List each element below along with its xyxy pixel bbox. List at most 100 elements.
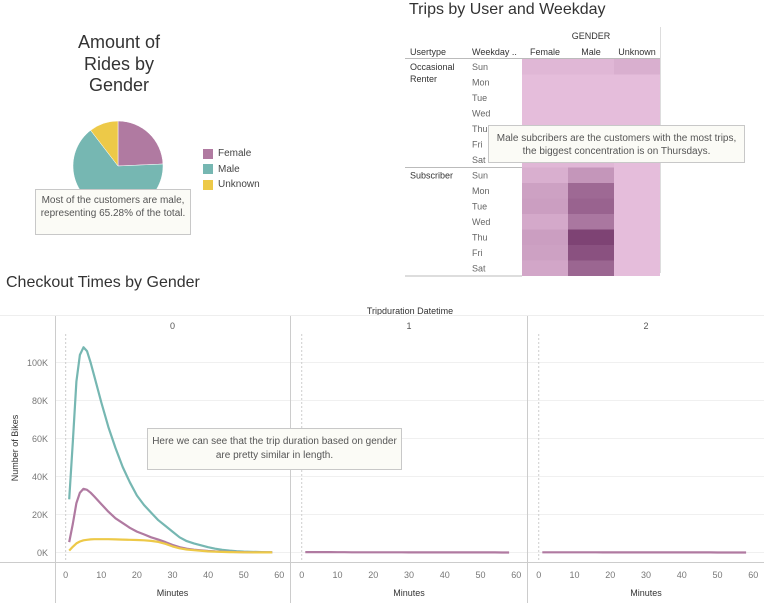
heatmap-cell[interactable]	[568, 214, 614, 230]
pie-chart-title: Amount of Rides by Gender	[60, 32, 178, 97]
heatmap-weekday-label: Tue	[472, 202, 487, 212]
line-chart-title: Checkout Times by Gender	[6, 274, 200, 291]
heatmap-cell[interactable]	[614, 214, 660, 230]
heatmap-cell[interactable]	[522, 183, 568, 199]
heatmap-cell[interactable]	[614, 183, 660, 199]
heatmap-title: Trips by User and Weekday	[409, 1, 606, 18]
heatmap-cell[interactable]	[568, 59, 614, 75]
line-x-tick-label: 30	[404, 570, 414, 580]
heatmap-col-header-unknown: Unknown	[618, 47, 656, 57]
line-x-tick-label: 40	[203, 570, 213, 580]
line-series-female[interactable]	[68, 487, 273, 554]
heatmap-cell[interactable]	[522, 105, 568, 122]
legend-item-unknown[interactable]: Unknown	[203, 177, 260, 193]
heatmap-group-label-occasional: Occasional	[410, 62, 455, 72]
heatmap-weekday-label: Sun	[472, 171, 488, 181]
heatmap-weekday-label: Sun	[472, 62, 488, 72]
pie-legend: Female Male Unknown	[203, 146, 260, 193]
pie-title-line-2: Rides by	[83, 53, 155, 74]
legend-label-female: Female	[218, 148, 252, 160]
heatmap-weekday-label: Thu	[472, 233, 488, 243]
heatmap-cell[interactable]	[522, 245, 568, 261]
line-series-unknown[interactable]	[68, 538, 273, 554]
line-panel-header: Tripduration Datetime	[367, 306, 453, 316]
line-annotation-text: Here we can see that the trip duration b…	[152, 436, 397, 461]
heatmap-cell[interactable]	[568, 260, 614, 277]
legend-swatch-unknown	[203, 179, 213, 190]
line-x-tick-label: 50	[713, 570, 723, 580]
line-x-tick-label: 10	[569, 570, 579, 580]
heatmap-cell[interactable]	[568, 167, 614, 184]
heatmap-cell[interactable]	[522, 214, 568, 230]
heatmap-cell[interactable]	[568, 245, 614, 261]
line-x-tick-label: 10	[332, 570, 342, 580]
line-x-axis-label: Minutes	[393, 588, 425, 598]
heatmap-weekday-label: Thu	[472, 124, 488, 134]
pie-annotation-text: Most of the customers are male, represen…	[40, 195, 186, 219]
heatmap-weekday-label: Fri	[472, 140, 483, 150]
heatmap-weekday-label: Wed	[472, 217, 490, 227]
pie-annotation: Most of the customers are male, represen…	[35, 189, 191, 235]
legend-item-male[interactable]: Male	[203, 162, 260, 178]
heatmap-weekday-label: Sat	[472, 264, 486, 274]
line-x-tick-label: 50	[239, 570, 249, 580]
line-y-tick-label: 80K	[32, 396, 48, 406]
line-chart[interactable]: Tripduration Datetime 0K 20K 40K 60K 80K 100K N…	[0, 298, 764, 605]
heatmap-cell[interactable]	[522, 260, 568, 277]
heatmap-cell[interactable]	[522, 198, 568, 215]
heatmap-cell[interactable]	[522, 167, 568, 184]
heatmap-cell[interactable]	[614, 198, 660, 215]
heatmap-weekday-label: Sat	[472, 155, 486, 165]
heatmap-cell[interactable]	[614, 105, 660, 122]
heatmap-group-label-renter: Renter	[410, 74, 437, 84]
heatmap-cell[interactable]	[568, 90, 614, 106]
line-x-tick-label: 30	[641, 570, 651, 580]
line-panel-label-2: 2	[643, 321, 648, 331]
heatmap-col-header-female: Female	[530, 47, 560, 57]
heatmap-cell[interactable]	[614, 74, 660, 91]
pie-slice-female[interactable]	[117, 120, 164, 167]
line-x-tick-label: 20	[368, 570, 378, 580]
heatmap-cell[interactable]	[614, 90, 660, 106]
line-x-tick-label: 60	[748, 570, 758, 580]
legend-swatch-male	[203, 164, 213, 175]
heatmap-annotation-text: Male subcribers are the customers with t…	[496, 133, 737, 157]
heatmap-cell[interactable]	[568, 74, 614, 91]
line-x-tick-label: 40	[677, 570, 687, 580]
line-y-tick-label: 40K	[32, 472, 48, 482]
heatmap-cell[interactable]	[568, 105, 614, 122]
heatmap-cell[interactable]	[614, 260, 660, 277]
line-annotation: Here we can see that the trip duration b…	[147, 428, 402, 470]
heatmap-cell[interactable]	[522, 74, 568, 91]
heatmap-cell[interactable]	[522, 229, 568, 246]
legend-label-unknown: Unknown	[218, 179, 260, 191]
line-y-tick-label: 20K	[32, 510, 48, 520]
legend-label-male: Male	[218, 163, 240, 175]
heatmap-cell[interactable]	[614, 167, 660, 184]
legend-swatch-female	[203, 148, 213, 159]
heatmap-group-label-subscriber: Subscriber	[410, 171, 453, 181]
heatmap-cell[interactable]	[522, 59, 568, 75]
line-x-tick-label: 10	[96, 570, 106, 580]
heatmap-cell[interactable]	[522, 90, 568, 106]
line-y-tick-label: 60K	[32, 434, 48, 444]
line-x-tick-label: 0	[63, 570, 68, 580]
line-panel-label-0: 0	[170, 321, 175, 331]
heatmap-weekday-label: Mon	[472, 186, 490, 196]
line-x-tick-label: 20	[605, 570, 615, 580]
heatmap-cell[interactable]	[614, 245, 660, 261]
heatmap-row-header-weekday: Weekday ..	[472, 47, 517, 57]
heatmap-cell[interactable]	[614, 59, 660, 75]
legend-item-female[interactable]: Female	[203, 146, 260, 162]
heatmap-weekday-label: Tue	[472, 93, 487, 103]
line-x-tick-label: 20	[132, 570, 142, 580]
line-y-tick-label: 0K	[37, 548, 48, 558]
heatmap-cell[interactable]	[568, 198, 614, 215]
heatmap-cell[interactable]	[568, 229, 614, 246]
heatmap-weekday-label: Fri	[472, 248, 483, 258]
line-x-tick-label: 0	[536, 570, 541, 580]
heatmap-cell[interactable]	[614, 229, 660, 246]
pie-slice-unknown[interactable]	[90, 120, 119, 167]
line-x-axis-label: Minutes	[157, 588, 189, 598]
heatmap-cell[interactable]	[568, 183, 614, 199]
